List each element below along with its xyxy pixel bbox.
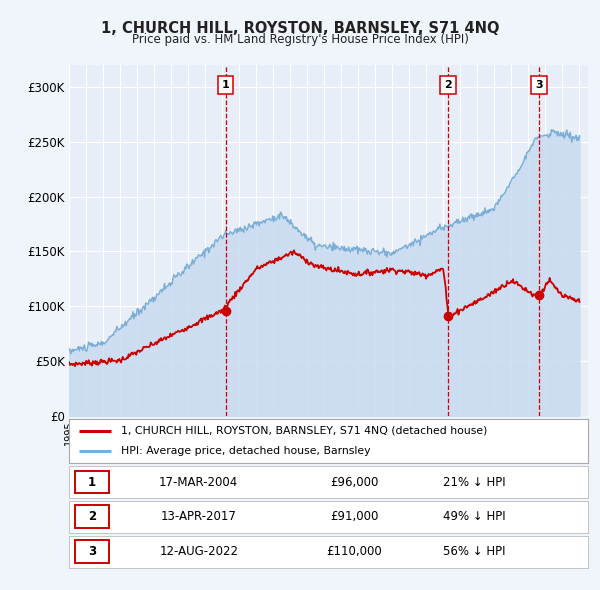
Text: 1, CHURCH HILL, ROYSTON, BARNSLEY, S71 4NQ: 1, CHURCH HILL, ROYSTON, BARNSLEY, S71 4… xyxy=(101,21,499,35)
Text: 1: 1 xyxy=(222,80,230,90)
Text: 2: 2 xyxy=(88,510,96,523)
Text: 56% ↓ HPI: 56% ↓ HPI xyxy=(443,545,505,558)
Text: 13-APR-2017: 13-APR-2017 xyxy=(161,510,236,523)
Text: £96,000: £96,000 xyxy=(330,476,379,489)
Text: Price paid vs. HM Land Registry's House Price Index (HPI): Price paid vs. HM Land Registry's House … xyxy=(131,33,469,46)
Text: 2: 2 xyxy=(444,80,452,90)
Text: 21% ↓ HPI: 21% ↓ HPI xyxy=(443,476,505,489)
Text: 17-MAR-2004: 17-MAR-2004 xyxy=(159,476,238,489)
FancyBboxPatch shape xyxy=(75,506,109,528)
Text: 3: 3 xyxy=(535,80,543,90)
Text: £110,000: £110,000 xyxy=(326,545,382,558)
Text: 12-AUG-2022: 12-AUG-2022 xyxy=(159,545,238,558)
Text: 3: 3 xyxy=(88,545,96,558)
Text: 1: 1 xyxy=(88,476,96,489)
Text: HPI: Average price, detached house, Barnsley: HPI: Average price, detached house, Barn… xyxy=(121,446,370,456)
Text: £91,000: £91,000 xyxy=(330,510,379,523)
FancyBboxPatch shape xyxy=(75,471,109,493)
Text: 49% ↓ HPI: 49% ↓ HPI xyxy=(443,510,505,523)
FancyBboxPatch shape xyxy=(75,540,109,563)
Text: 1, CHURCH HILL, ROYSTON, BARNSLEY, S71 4NQ (detached house): 1, CHURCH HILL, ROYSTON, BARNSLEY, S71 4… xyxy=(121,426,487,436)
